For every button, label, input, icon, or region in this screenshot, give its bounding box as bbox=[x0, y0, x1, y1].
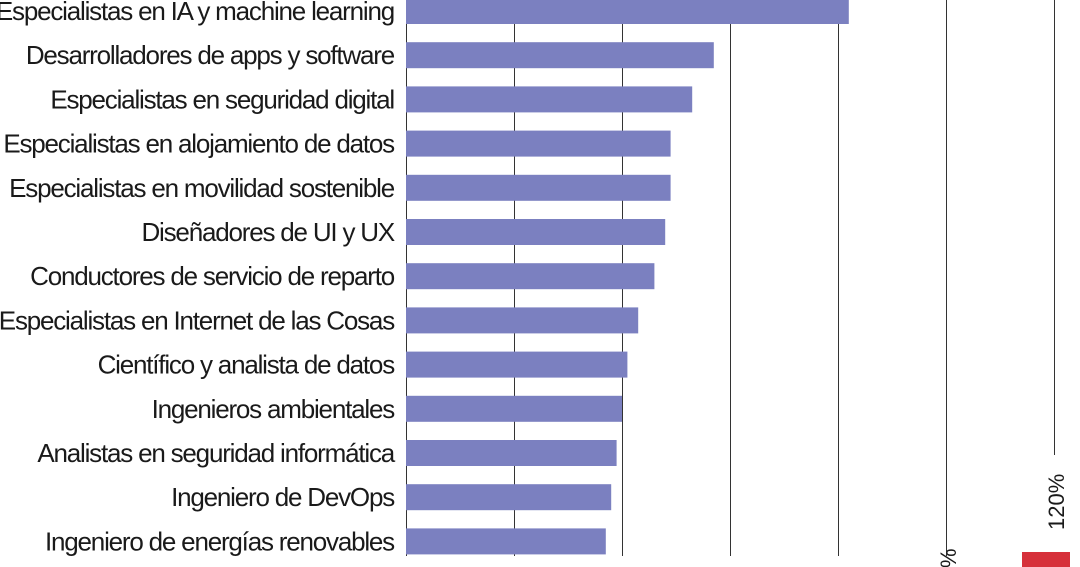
category-label-7: Conductores de servicio de reparto bbox=[30, 261, 395, 291]
category-label-3: Especialistas en seguridad digital bbox=[50, 84, 394, 114]
category-label-11: Analistas en seguridad informática bbox=[37, 438, 395, 468]
bar-2 bbox=[406, 42, 714, 69]
category-labels: Especialistas en IA y machine learning De… bbox=[0, 0, 397, 556]
bar-9 bbox=[406, 351, 628, 378]
tick-labels: % 120% bbox=[936, 474, 1069, 567]
category-label-6: Diseñadores de UI y UX bbox=[141, 217, 394, 247]
category-label-13: Ingeniero de energías renovables bbox=[45, 526, 395, 556]
category-label-12: Ingeniero de DevOps bbox=[171, 482, 395, 512]
bars bbox=[406, 0, 849, 555]
category-label-2: Desarrolladores de apps y software bbox=[26, 40, 395, 70]
bar-4 bbox=[406, 130, 671, 157]
bar-6 bbox=[406, 219, 666, 245]
brand-logo bbox=[1022, 552, 1070, 567]
tick-label-100: % bbox=[936, 548, 961, 567]
bar-5 bbox=[406, 174, 671, 201]
bar-8 bbox=[406, 307, 639, 334]
category-label-8: Especialistas en Internet de las Cosas bbox=[0, 305, 395, 335]
bar-12 bbox=[406, 484, 612, 511]
category-label-9: Científico y analista de datos bbox=[98, 350, 396, 380]
bar-7 bbox=[406, 263, 655, 290]
category-label-1: Especialistas en IA y machine learning bbox=[0, 0, 394, 26]
category-label-5: Especialistas en movilidad sostenible bbox=[9, 173, 395, 203]
tick-label-120: 120% bbox=[1044, 474, 1069, 530]
category-label-4: Especialistas en alojamiento de datos bbox=[3, 129, 395, 159]
bar-3 bbox=[406, 86, 693, 113]
bar-13 bbox=[406, 528, 606, 555]
bar-11 bbox=[406, 440, 617, 466]
bar-1 bbox=[406, 0, 849, 24]
category-label-10: Ingenieros ambientales bbox=[152, 394, 396, 424]
bar-10 bbox=[406, 395, 622, 422]
